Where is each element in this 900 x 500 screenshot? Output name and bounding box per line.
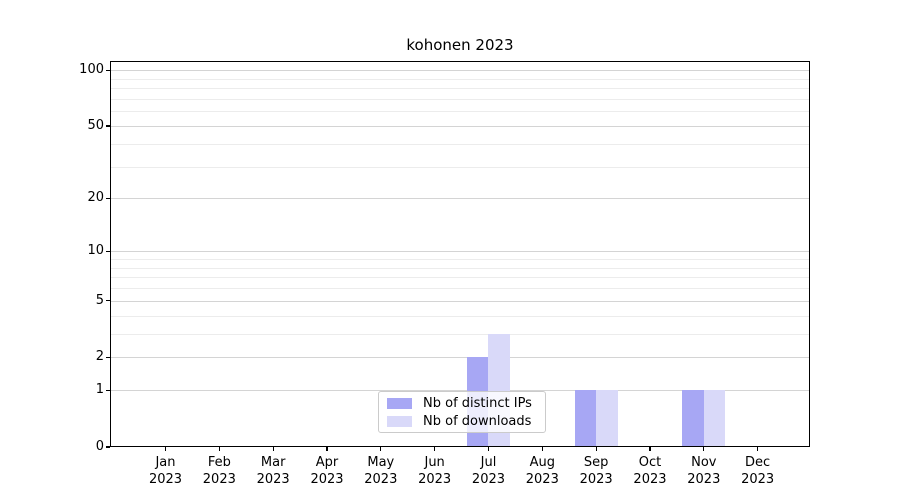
x-tick-label: Apr 2023	[310, 455, 344, 487]
x-tick-label: Sep 2023	[579, 455, 613, 487]
y-tick-mark	[106, 389, 110, 391]
y-tick-mark	[106, 300, 110, 302]
x-tick-label: Jan 2023	[148, 455, 183, 487]
major-gridline	[111, 70, 809, 72]
legend-swatch-icon	[387, 415, 412, 427]
minor-gridline	[111, 288, 809, 290]
x-tick-mark	[757, 447, 759, 451]
y-tick-label: 10	[87, 243, 104, 259]
bar-distinct-ips-sep	[574, 390, 597, 447]
y-tick-label: 2	[95, 349, 104, 365]
bar-downloads-nov	[703, 390, 726, 447]
minor-gridline	[111, 111, 809, 113]
y-tick-mark	[106, 125, 110, 127]
bar-distinct-ips-nov	[682, 390, 704, 447]
x-tick-label: Aug 2023	[525, 455, 559, 487]
minor-gridline	[111, 143, 809, 145]
x-tick-mark	[164, 447, 167, 451]
x-tick-mark	[487, 447, 490, 451]
x-tick-mark	[326, 447, 328, 451]
x-tick-mark	[595, 447, 597, 451]
major-gridline	[111, 300, 809, 302]
x-tick-label: Nov 2023	[687, 455, 721, 487]
minor-gridline	[111, 78, 809, 80]
x-tick-mark	[380, 447, 382, 451]
y-tick-mark	[106, 197, 110, 199]
x-tick-mark	[649, 447, 651, 451]
y-tick-label: 100	[79, 62, 104, 78]
minor-gridline	[111, 315, 809, 317]
major-gridline	[111, 125, 809, 127]
legend-row: Nb of downloads	[387, 414, 536, 429]
x-tick-label: Dec 2023	[741, 455, 775, 487]
major-gridline	[111, 198, 809, 200]
x-tick-label: Mar 2023	[256, 455, 290, 487]
bar-downloads-sep	[596, 390, 618, 447]
x-tick-label: Jul 2023	[471, 455, 506, 487]
legend-label: Nb of downloads	[423, 413, 532, 429]
major-gridline	[111, 251, 809, 253]
y-tick-mark	[106, 69, 110, 71]
chart-title: kohonen 2023	[406, 36, 514, 54]
x-tick-mark	[218, 447, 220, 451]
x-tick-label: May 2023	[364, 455, 398, 487]
minor-gridline	[111, 258, 809, 260]
legend-row: Nb of distinct IPs	[387, 396, 536, 411]
minor-gridline	[111, 267, 809, 269]
y-tick-label: 5	[95, 292, 104, 308]
x-tick-mark	[272, 447, 274, 451]
plot-border	[110, 61, 810, 447]
x-tick-label: Oct 2023	[633, 455, 667, 487]
chart-legend: Nb of distinct IPs Nb of downloads	[378, 391, 546, 433]
x-tick-mark	[703, 447, 705, 451]
minor-gridline	[111, 166, 809, 168]
minor-gridline	[111, 88, 809, 90]
y-tick-mark	[106, 356, 110, 358]
y-tick-label: 50	[87, 117, 104, 133]
x-tick-label: Jun 2023	[418, 455, 452, 487]
y-tick-label: 0	[95, 439, 104, 454]
y-tick-label: 20	[87, 190, 104, 206]
major-gridline	[111, 357, 809, 359]
minor-gridline	[111, 333, 809, 335]
x-tick-mark	[541, 447, 543, 451]
major-gridline	[111, 390, 809, 392]
minor-gridline	[111, 98, 809, 100]
y-tick-mark	[106, 446, 110, 448]
y-tick-label: 1	[95, 382, 104, 398]
minor-gridline	[111, 277, 809, 279]
x-tick-mark	[434, 447, 436, 451]
legend-label: Nb of distinct IPs	[423, 395, 532, 411]
y-tick-mark	[106, 250, 110, 252]
legend-swatch-icon	[387, 397, 412, 409]
x-tick-label: Feb 2023	[202, 455, 236, 487]
